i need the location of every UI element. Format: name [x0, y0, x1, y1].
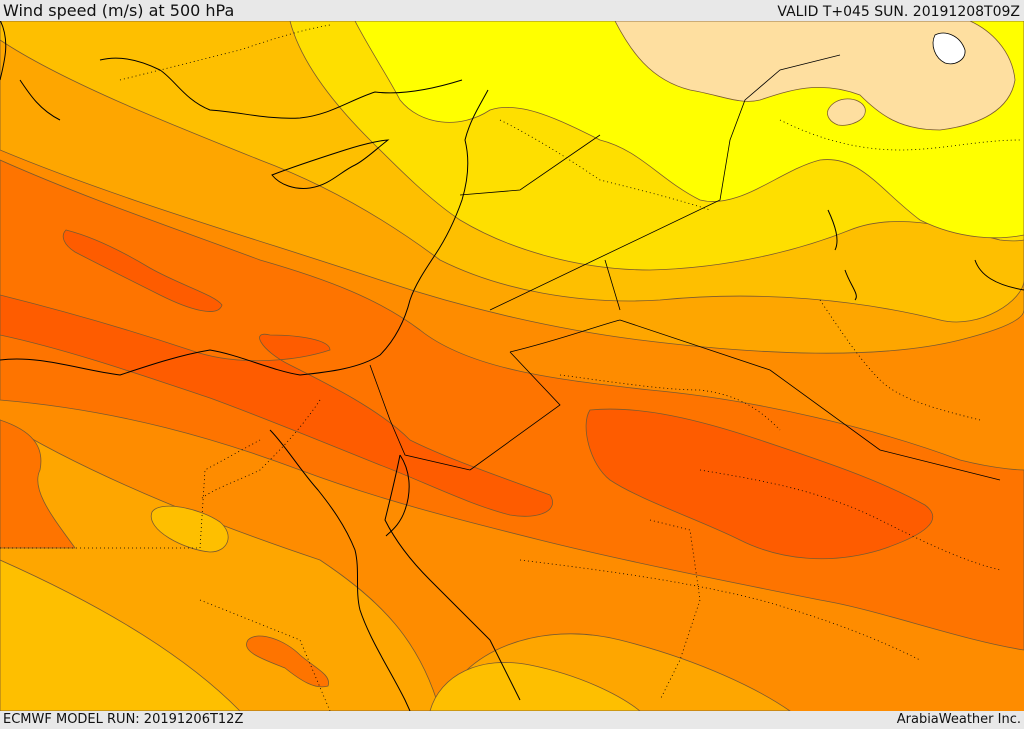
band-mid-low-sw: [0, 559, 241, 711]
band-mid-low-south: [429, 662, 641, 711]
band-lowest-blob: [827, 98, 866, 126]
band-strongest: [0, 294, 553, 517]
credit: ArabiaWeather Inc.: [896, 712, 1021, 727]
header-bar: Wind speed (m/s) at 500 hPa VALID T+045 …: [0, 0, 1024, 21]
band-strong-west: [0, 419, 76, 549]
band-strongest-nw: [62, 229, 223, 312]
province-lines: [0, 24, 1021, 711]
band-mid-low-blob: [150, 505, 229, 553]
valid-time: VALID T+045 SUN. 20191208T09Z: [777, 4, 1020, 20]
footer-bar: ECMWF MODEL RUN: 20191206T12Z ArabiaWeat…: [0, 711, 1024, 729]
borders: [369, 54, 1001, 481]
band-strong-blob: [246, 635, 329, 688]
map-title: Wind speed (m/s) at 500 hPa: [3, 1, 235, 20]
calm-area: [932, 32, 966, 65]
coastlines: [0, 21, 1024, 711]
weather-map[interactable]: [0, 21, 1024, 711]
band-lowest: [614, 21, 1016, 131]
model-run: ECMWF MODEL RUN: 20191206T12Z: [3, 712, 244, 727]
band-strongest-east: [585, 408, 934, 560]
